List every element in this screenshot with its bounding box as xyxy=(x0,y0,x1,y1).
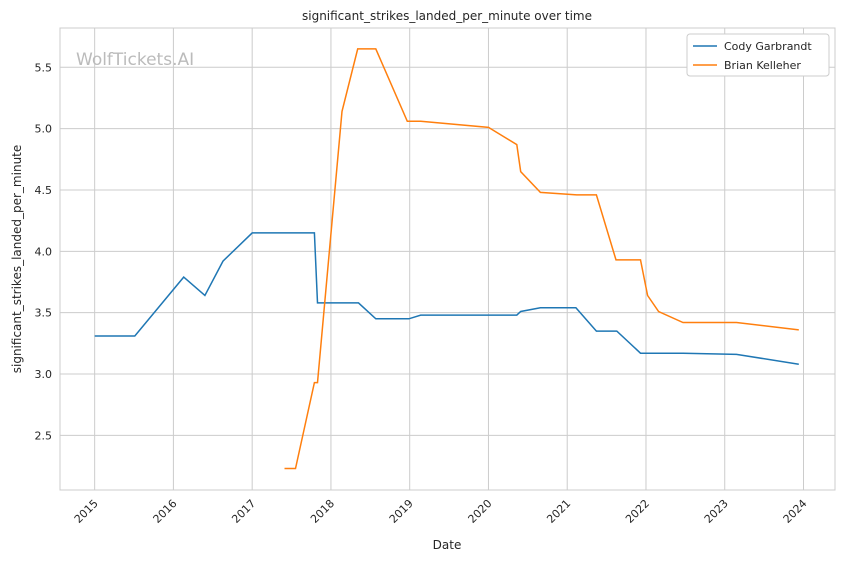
y-axis-label: significant_strikes_landed_per_minute xyxy=(10,145,24,374)
legend: Cody Garbrandt Brian Kelleher xyxy=(686,33,830,77)
legend-label: Cody Garbrandt xyxy=(724,40,812,53)
y-tick-label: 5.5 xyxy=(35,61,53,74)
y-tick-label: 3.0 xyxy=(35,368,53,381)
series-line-cody-garbrandt xyxy=(94,232,799,365)
y-tick-label: 3.5 xyxy=(35,307,53,320)
x-tick-label: 2019 xyxy=(387,497,416,526)
x-tick-label: 2018 xyxy=(308,497,337,526)
legend-label: Brian Kelleher xyxy=(724,59,801,72)
x-tick-label: 2020 xyxy=(466,497,495,526)
x-tick-label: 2021 xyxy=(544,497,573,526)
x-tick-label: 2017 xyxy=(229,497,258,526)
series-lines xyxy=(94,48,799,470)
x-tick-label: 2022 xyxy=(623,497,652,526)
legend-box xyxy=(686,33,830,77)
y-tick-label: 4.5 xyxy=(35,184,53,197)
grid xyxy=(60,28,835,490)
y-tick-label: 5.0 xyxy=(35,123,53,136)
x-tick-label: 2016 xyxy=(151,497,180,526)
plot-frame xyxy=(59,27,836,491)
y-tick-label: 4.0 xyxy=(35,245,53,258)
x-axis-label: Date xyxy=(433,538,462,552)
watermark: WolfTickets.AI xyxy=(76,50,194,70)
x-tick-label: 2023 xyxy=(702,497,731,526)
y-tick-label: 2.5 xyxy=(35,429,53,442)
x-tick-label: 2024 xyxy=(781,497,810,526)
x-tick-label: 2015 xyxy=(72,497,101,526)
tick-labels: 2015 2016 2017 2018 2019 2020 2021 2022 2023 2024… xyxy=(35,61,810,526)
chart-title: significant_strikes_landed_per_minute ov… xyxy=(302,9,592,23)
series-line-brian-kelleher xyxy=(284,48,799,470)
